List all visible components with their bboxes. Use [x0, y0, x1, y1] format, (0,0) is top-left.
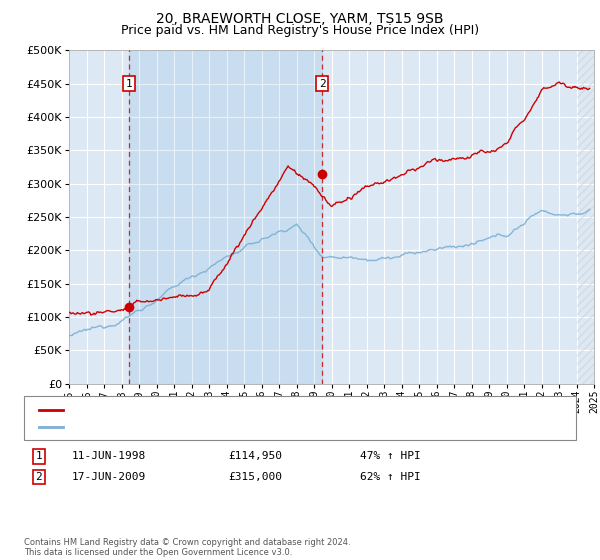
- Text: 1: 1: [35, 451, 43, 461]
- Bar: [129, 50, 322, 384]
- Text: Price paid vs. HM Land Registry's House Price Index (HPI): Price paid vs. HM Land Registry's House …: [121, 24, 479, 36]
- Text: 1: 1: [126, 79, 133, 88]
- Text: 2: 2: [319, 79, 325, 88]
- Text: 11-JUN-1998: 11-JUN-1998: [72, 451, 146, 461]
- Text: 62% ↑ HPI: 62% ↑ HPI: [360, 472, 421, 482]
- Text: Contains HM Land Registry data © Crown copyright and database right 2024.
This d: Contains HM Land Registry data © Crown c…: [24, 538, 350, 557]
- Text: 20, BRAEWORTH CLOSE, YARM, TS15 9SB (detached house): 20, BRAEWORTH CLOSE, YARM, TS15 9SB (det…: [69, 405, 379, 415]
- Text: 47% ↑ HPI: 47% ↑ HPI: [360, 451, 421, 461]
- Text: £315,000: £315,000: [228, 472, 282, 482]
- Text: 17-JUN-2009: 17-JUN-2009: [72, 472, 146, 482]
- Text: £114,950: £114,950: [228, 451, 282, 461]
- Bar: [577, 50, 594, 384]
- Text: 20, BRAEWORTH CLOSE, YARM, TS15 9SB: 20, BRAEWORTH CLOSE, YARM, TS15 9SB: [156, 12, 444, 26]
- Text: 2: 2: [35, 472, 43, 482]
- Text: HPI: Average price, detached house, Stockton-on-Tees: HPI: Average price, detached house, Stoc…: [69, 422, 350, 432]
- Bar: [577, 50, 594, 384]
